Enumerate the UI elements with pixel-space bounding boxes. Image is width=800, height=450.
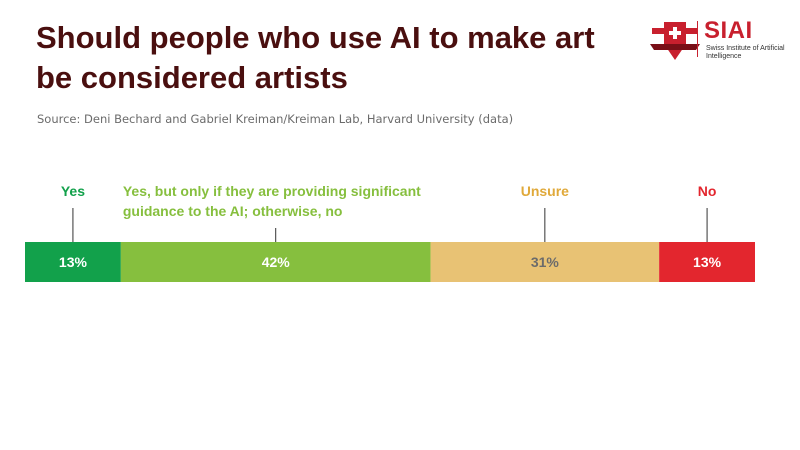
siai-logo <box>650 22 700 60</box>
bar-segment <box>120 242 431 282</box>
bar-value-label: 42% <box>262 254 291 270</box>
category-label: Yes, but only if they are providing sign… <box>123 183 421 199</box>
logo-subtitle: Swiss Institute of Artificial Intelligen… <box>706 45 785 60</box>
category-label: Yes <box>61 183 85 199</box>
bar-segment <box>430 242 660 282</box>
bar-segment <box>25 242 121 282</box>
bar-value-label: 31% <box>531 254 560 270</box>
logo-divider <box>697 21 698 57</box>
bar-segment <box>659 242 755 282</box>
category-label: guidance to the AI; otherwise, no <box>123 203 343 219</box>
chart-source: Source: Deni Bechard and Gabriel Kreiman… <box>37 112 514 126</box>
category-label: No <box>698 183 717 199</box>
category-label: Unsure <box>521 183 569 199</box>
bar-value-label: 13% <box>59 254 88 270</box>
bar-value-label: 13% <box>693 254 722 270</box>
shield-cross-icon <box>650 22 700 60</box>
chart-title: Should people who use AI to make art be … <box>36 20 595 95</box>
logo-name: SIAI <box>704 17 753 44</box>
